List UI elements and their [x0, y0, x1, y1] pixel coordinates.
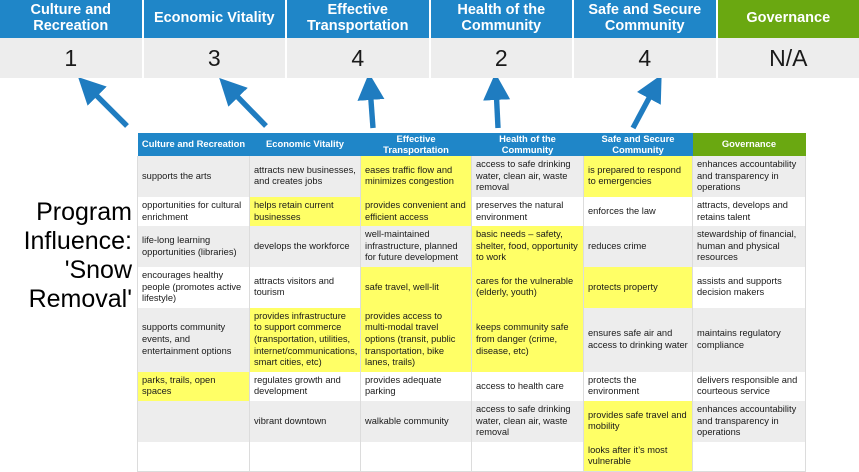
matrix-cell: safe travel, well-lit — [361, 267, 472, 308]
goal-influence-matrix: Culture and Recreation Economic Vitality… — [137, 133, 806, 472]
matrix-cell: is prepared to respond to emergencies — [584, 156, 693, 197]
matrix-cell: attracts visitors and tourism — [250, 267, 361, 308]
arrow-effective-transportation — [370, 87, 373, 128]
matrix-cell: life-long learning opportunities (librar… — [138, 226, 250, 267]
banner-score-governance: N/A — [718, 38, 859, 78]
arrow-safe-and-secure-community — [633, 87, 655, 128]
matrix-cell: develops the workforce — [250, 226, 361, 267]
matrix-header-governance: Governance — [693, 133, 806, 156]
banner-score-culture-and-recreation: 1 — [0, 38, 144, 78]
matrix-cell: looks after it’s most vulnerable — [584, 442, 693, 472]
banner-header-culture-and-recreation: Culture and Recreation — [0, 0, 144, 38]
matrix-cell — [693, 442, 806, 472]
matrix-header-row: Culture and Recreation Economic Vitality… — [138, 133, 806, 156]
arrow-health-of-the-community — [496, 87, 498, 128]
matrix-cell: provides safe travel and mobility — [584, 401, 693, 442]
matrix-cell: basic needs – safety, shelter, food, opp… — [472, 226, 584, 267]
matrix-cell: opportunities for cultural enrichment — [138, 197, 250, 226]
matrix-cell: enhances accountability and transparency… — [693, 156, 806, 197]
table-row: supports community events, and entertain… — [138, 308, 806, 372]
banner-header-safe-and-secure-community: Safe and Secure Community — [574, 0, 718, 38]
matrix-cell: access to health care — [472, 372, 584, 401]
matrix-cell: access to safe drinking water, clean air… — [472, 401, 584, 442]
banner-score-health-of-the-community: 2 — [431, 38, 575, 78]
score-banner-header-row: Culture and Recreation Economic Vitality… — [0, 0, 859, 38]
matrix-cell: protects property — [584, 267, 693, 308]
matrix-cell: well-maintained infrastructure, planned … — [361, 226, 472, 267]
score-banner: Culture and Recreation Economic Vitality… — [0, 0, 859, 78]
banner-header-health-of-the-community: Health of the Community — [431, 0, 575, 38]
program-influence-caption: Program Influence: 'Snow Removal' — [6, 198, 132, 314]
matrix-cell: protects the environment — [584, 372, 693, 401]
matrix-cell: eases traffic flow and minimizes congest… — [361, 156, 472, 197]
matrix-cell: provides convenient and efficient access — [361, 197, 472, 226]
matrix-cell: attracts, develops and retains talent — [693, 197, 806, 226]
matrix-cell: ensures safe air and access to drinking … — [584, 308, 693, 372]
arrow-culture-and-recreation — [88, 87, 127, 126]
banner-header-economic-vitality: Economic Vitality — [144, 0, 288, 38]
matrix-header-culture-and-recreation: Culture and Recreation — [138, 133, 250, 156]
matrix-header-health-of-the-community: Health of the Community — [472, 133, 584, 156]
matrix-cell — [138, 401, 250, 442]
matrix-cell — [138, 442, 250, 472]
matrix-header-safe-and-secure-community: Safe and Secure Community — [584, 133, 693, 156]
matrix-cell: encourages healthy people (promotes acti… — [138, 267, 250, 308]
matrix-cell: provides access to multi-modal travel op… — [361, 308, 472, 372]
matrix-cell: keeps community safe from danger (crime,… — [472, 308, 584, 372]
matrix-cell: provides adequate parking — [361, 372, 472, 401]
matrix-cell: supports the arts — [138, 156, 250, 197]
matrix-cell: delivers responsible and courteous servi… — [693, 372, 806, 401]
matrix-header-economic-vitality: Economic Vitality — [250, 133, 361, 156]
matrix-cell: vibrant downtown — [250, 401, 361, 442]
matrix-cell — [250, 442, 361, 472]
matrix-cell: enhances accountability and transparency… — [693, 401, 806, 442]
matrix-cell: regulates growth and development — [250, 372, 361, 401]
banner-score-effective-transportation: 4 — [287, 38, 431, 78]
score-banner-values-row: 1 3 4 2 4 N/A — [0, 38, 859, 78]
banner-score-safe-and-secure-community: 4 — [574, 38, 718, 78]
matrix-cell: reduces crime — [584, 226, 693, 267]
matrix-cell: preserves the natural environment — [472, 197, 584, 226]
banner-header-governance: Governance — [718, 0, 859, 38]
table-row: life-long learning opportunities (librar… — [138, 226, 806, 267]
matrix-cell: access to safe drinking water, clean air… — [472, 156, 584, 197]
matrix-cell: walkable community — [361, 401, 472, 442]
matrix-header-effective-transportation: Effective Transportation — [361, 133, 472, 156]
matrix-cell: stewardship of financial, human and phys… — [693, 226, 806, 267]
matrix-cell: enforces the law — [584, 197, 693, 226]
matrix-cell: assists and supports decision makers — [693, 267, 806, 308]
matrix-cell — [361, 442, 472, 472]
table-row: looks after it’s most vulnerable — [138, 442, 806, 472]
banner-score-economic-vitality: 3 — [144, 38, 288, 78]
matrix-cell: supports community events, and entertain… — [138, 308, 250, 372]
matrix-cell: parks, trails, open spaces — [138, 372, 250, 401]
matrix-cell: provides infrastructure to support comme… — [250, 308, 361, 372]
matrix-cell: helps retain current businesses — [250, 197, 361, 226]
table-row: encourages healthy people (promotes acti… — [138, 267, 806, 308]
banner-header-effective-transportation: Effective Transportation — [287, 0, 431, 38]
arrow-group — [0, 78, 859, 133]
matrix-cell: maintains regulatory compliance — [693, 308, 806, 372]
arrow-economic-vitality — [229, 88, 266, 126]
matrix-cell — [472, 442, 584, 472]
matrix-cell: cares for the vulnerable (elderly, youth… — [472, 267, 584, 308]
matrix-cell: attracts new businesses, and creates job… — [250, 156, 361, 197]
